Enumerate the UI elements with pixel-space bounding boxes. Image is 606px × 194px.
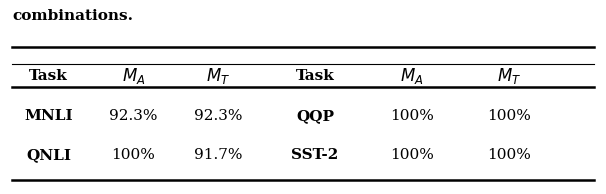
Text: 100%: 100% (390, 148, 434, 162)
Text: 91.7%: 91.7% (194, 148, 242, 162)
Text: 100%: 100% (487, 109, 531, 123)
Text: Task: Task (296, 69, 335, 83)
Text: $M_A$: $M_A$ (122, 66, 145, 86)
Text: 92.3%: 92.3% (109, 109, 158, 123)
Text: Task: Task (29, 69, 68, 83)
Text: 100%: 100% (487, 148, 531, 162)
Text: $M_T$: $M_T$ (497, 66, 521, 86)
Text: QNLI: QNLI (26, 148, 71, 162)
Text: combinations.: combinations. (12, 9, 133, 23)
Text: 92.3%: 92.3% (194, 109, 242, 123)
Text: $M_A$: $M_A$ (401, 66, 424, 86)
Text: $M_T$: $M_T$ (206, 66, 230, 86)
Text: 100%: 100% (112, 148, 155, 162)
Text: SST-2: SST-2 (291, 148, 339, 162)
Text: MNLI: MNLI (24, 109, 73, 123)
Text: 100%: 100% (390, 109, 434, 123)
Text: QQP: QQP (296, 109, 334, 123)
